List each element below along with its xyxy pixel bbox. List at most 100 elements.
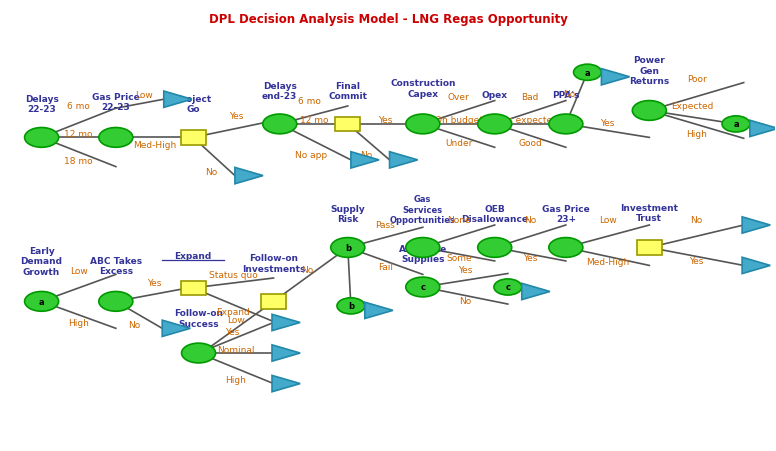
Circle shape — [331, 238, 365, 258]
Circle shape — [478, 115, 511, 134]
Text: Some: Some — [446, 253, 472, 262]
Text: Delays
22-23: Delays 22-23 — [25, 95, 58, 114]
Text: Gas Price
22-23: Gas Price 22-23 — [92, 92, 140, 112]
Polygon shape — [272, 315, 300, 331]
Text: b: b — [348, 302, 354, 311]
Circle shape — [494, 279, 521, 295]
Polygon shape — [272, 376, 300, 392]
Text: Yes: Yes — [458, 265, 473, 274]
Text: As expected: As expected — [502, 115, 558, 124]
Text: Expand: Expand — [175, 252, 212, 261]
Text: Gas Price
23+: Gas Price 23+ — [542, 205, 590, 224]
Circle shape — [478, 238, 511, 258]
Text: Construction
Capex: Construction Capex — [390, 79, 456, 98]
Circle shape — [549, 115, 583, 134]
Text: None: None — [447, 216, 470, 225]
Text: Yes: Yes — [147, 278, 161, 287]
Text: Yes: Yes — [601, 119, 615, 128]
Text: Project
Go: Project Go — [175, 95, 211, 114]
Text: Opex: Opex — [482, 91, 508, 100]
Text: Pass: Pass — [376, 220, 395, 229]
Text: PPA's: PPA's — [552, 91, 580, 100]
Text: c: c — [421, 283, 425, 292]
Text: Yes: Yes — [523, 253, 538, 262]
Polygon shape — [365, 303, 393, 319]
Circle shape — [25, 292, 59, 312]
Text: Final
Commit: Final Commit — [328, 81, 367, 101]
Text: a: a — [584, 69, 591, 78]
Text: No: No — [563, 90, 575, 99]
Circle shape — [337, 298, 365, 314]
Text: 18 mo: 18 mo — [64, 157, 93, 166]
Circle shape — [406, 115, 440, 134]
Text: Nominal: Nominal — [217, 345, 255, 354]
Circle shape — [99, 128, 133, 148]
Text: Yes: Yes — [229, 112, 244, 121]
Text: No: No — [459, 296, 472, 305]
Polygon shape — [235, 168, 263, 184]
Text: Alternate
Supplies: Alternate Supplies — [399, 244, 447, 263]
Text: Expand: Expand — [217, 307, 250, 316]
Text: a: a — [733, 120, 739, 129]
Text: ABC Takes
Excess: ABC Takes Excess — [90, 256, 142, 276]
Text: Early
Demand
Growth: Early Demand Growth — [21, 247, 63, 276]
Circle shape — [99, 292, 133, 312]
Polygon shape — [601, 69, 629, 86]
Text: Low: Low — [599, 216, 616, 225]
Text: 12 mo: 12 mo — [300, 115, 328, 124]
Text: 6 mo: 6 mo — [68, 101, 90, 110]
Text: OEB
Disallowance: OEB Disallowance — [461, 205, 528, 224]
Circle shape — [263, 115, 296, 134]
Text: Bad: Bad — [521, 92, 539, 101]
Text: Supply
Risk: Supply Risk — [331, 205, 365, 224]
Text: Med-High: Med-High — [586, 258, 629, 267]
Text: No: No — [300, 266, 313, 275]
Text: 6 mo: 6 mo — [299, 97, 321, 106]
Text: On budget: On budget — [435, 115, 483, 124]
Bar — [637, 241, 662, 255]
Circle shape — [573, 65, 601, 81]
Text: Investment
Trust: Investment Trust — [620, 203, 678, 223]
Circle shape — [632, 101, 667, 121]
Bar — [181, 281, 206, 295]
Text: Power
Gen
Returns: Power Gen Returns — [629, 56, 670, 86]
Text: Fail: Fail — [378, 262, 393, 271]
Polygon shape — [742, 217, 771, 234]
Polygon shape — [162, 320, 190, 337]
Text: Yes: Yes — [689, 256, 704, 265]
Text: No: No — [524, 216, 536, 225]
Bar — [335, 117, 360, 132]
Text: High: High — [686, 130, 707, 139]
Text: DPL Decision Analysis Model - LNG Regas Opportunity: DPL Decision Analysis Model - LNG Regas … — [209, 13, 567, 26]
Text: Follow-on
Investments: Follow-on Investments — [242, 254, 305, 273]
Text: Follow-on
Success: Follow-on Success — [174, 308, 223, 328]
Text: Status quo: Status quo — [209, 270, 258, 279]
Text: Yes: Yes — [225, 327, 239, 336]
Text: Low: Low — [70, 267, 88, 276]
Polygon shape — [272, 345, 300, 361]
Circle shape — [406, 238, 440, 258]
Text: Yes: Yes — [378, 115, 393, 124]
Bar — [181, 131, 206, 145]
Polygon shape — [521, 284, 550, 300]
Text: Gas
Services
Opportunities: Gas Services Opportunities — [390, 195, 456, 225]
Polygon shape — [390, 152, 417, 169]
Text: Good: Good — [518, 139, 542, 148]
Text: No: No — [691, 216, 702, 225]
Circle shape — [722, 116, 750, 133]
Polygon shape — [750, 121, 776, 137]
Text: Under: Under — [445, 139, 473, 148]
Text: Low: Low — [227, 315, 245, 324]
Text: c: c — [505, 283, 511, 292]
Text: No: No — [206, 167, 218, 176]
Polygon shape — [742, 258, 771, 274]
Polygon shape — [164, 92, 192, 108]
Circle shape — [406, 277, 440, 297]
Text: Poor: Poor — [687, 74, 706, 83]
Text: No app: No app — [295, 151, 327, 160]
Text: Expected: Expected — [671, 102, 714, 111]
Text: High: High — [226, 375, 247, 384]
Text: No: No — [360, 151, 372, 160]
Circle shape — [182, 343, 216, 363]
Bar — [262, 295, 286, 309]
